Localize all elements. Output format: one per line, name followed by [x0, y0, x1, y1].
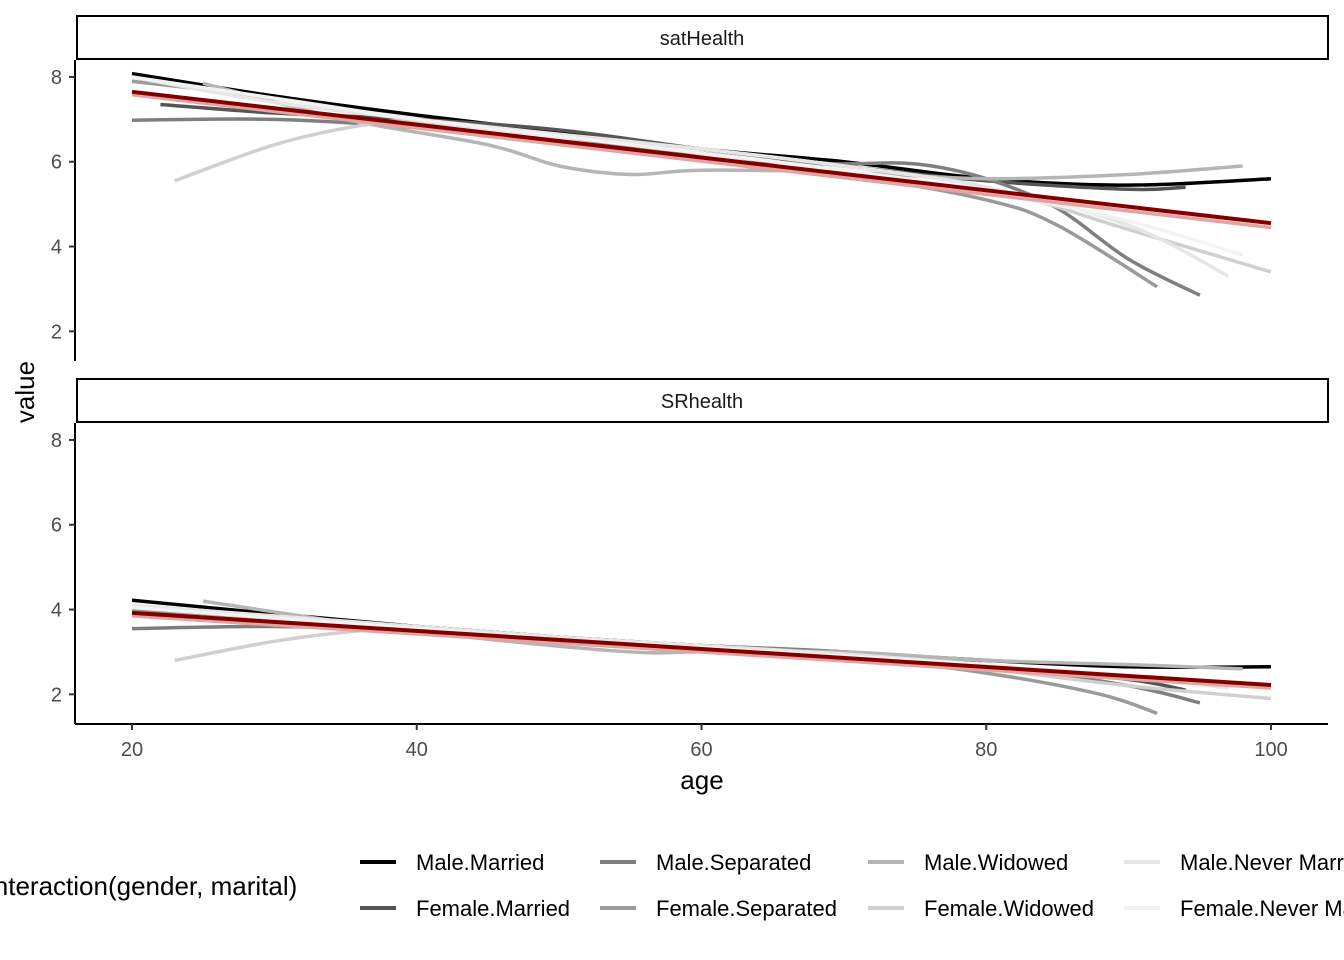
- x-axis-label: age: [680, 765, 723, 795]
- legend-item-female-married: Female.Married: [360, 896, 570, 921]
- legend-label-male-married: Male.Married: [416, 850, 544, 875]
- overall-trend-line-srhealth: [131, 610, 1272, 687]
- x-tick-label: 20: [121, 739, 143, 761]
- panel-title-srhealth: SRhealth: [661, 391, 743, 413]
- overall-trend-line-shadow-srhealth: [131, 614, 1272, 690]
- x-tick-label: 40: [406, 739, 428, 761]
- x-tick-label: 60: [690, 739, 712, 761]
- legend: Male.Married Female.Married Male.Separated…: [360, 850, 1344, 921]
- y-tick-label: 4: [51, 237, 62, 259]
- series-line-female-never-married-sathealth: [131, 75, 1244, 257]
- legend-label-male-separated: Male.Separated: [656, 850, 811, 875]
- panel-strip-srhealth: [76, 378, 1329, 423]
- y-axis-label: value: [10, 361, 40, 423]
- legend-item-male-separated: Male.Separated: [600, 850, 811, 875]
- x-ticks: 20 40 60 80 100: [121, 724, 1288, 761]
- legend-item-male-widowed: Male.Widowed: [868, 850, 1068, 875]
- legend-item-female-widowed: Female.Widowed: [868, 896, 1094, 921]
- panel-title-sathealth: satHealth: [660, 28, 745, 50]
- panel-sathealth: [131, 71, 1272, 297]
- legend-label-female-separated: Female.Separated: [656, 896, 837, 921]
- x-tick-label: 100: [1254, 739, 1287, 761]
- legend-title: interaction(gender, marital): [0, 871, 297, 901]
- legend-label-male-never-married: Male.Never Married: [1180, 850, 1344, 875]
- overall-trend-line-sathealth: [131, 89, 1272, 226]
- series-line-male-married-sathealth: [131, 71, 1272, 187]
- y-tick-label: 6: [51, 515, 62, 537]
- y-tick-label: 2: [51, 321, 62, 343]
- y-tick-label: 2: [51, 684, 62, 706]
- series-line-male-widowed-srhealth: [202, 599, 1243, 671]
- y-ticks-sathealth: 2 4 6 8: [51, 67, 75, 343]
- panel-srhealth: [131, 598, 1272, 716]
- legend-item-male-married: Male.Married: [360, 850, 544, 875]
- series-line-female-widowed-sathealth: [174, 119, 1272, 274]
- y-tick-label: 8: [51, 67, 62, 89]
- y-tick-label: 4: [51, 600, 62, 622]
- legend-item-female-separated: Female.Separated: [600, 896, 837, 921]
- series-line-male-married-srhealth: [131, 598, 1272, 669]
- legend-label-female-never-married: Female.Never Married: [1180, 896, 1344, 921]
- legend-label-female-married: Female.Married: [416, 896, 570, 921]
- y-tick-label: 8: [51, 430, 62, 452]
- legend-item-female-never-married: Female.Never Married: [1124, 896, 1344, 921]
- y-tick-label: 6: [51, 152, 62, 174]
- overall-trend-line-shadow-sathealth: [131, 93, 1272, 230]
- legend-label-male-widowed: Male.Widowed: [924, 850, 1068, 875]
- legend-item-male-never-married: Male.Never Married: [1124, 850, 1344, 875]
- panel-strip-sathealth: [76, 15, 1329, 60]
- y-ticks-srhealth: 2 4 6 8: [51, 430, 75, 706]
- legend-label-female-widowed: Female.Widowed: [924, 896, 1094, 921]
- series-line-male-widowed-sathealth: [202, 81, 1243, 181]
- x-tick-label: 80: [975, 739, 997, 761]
